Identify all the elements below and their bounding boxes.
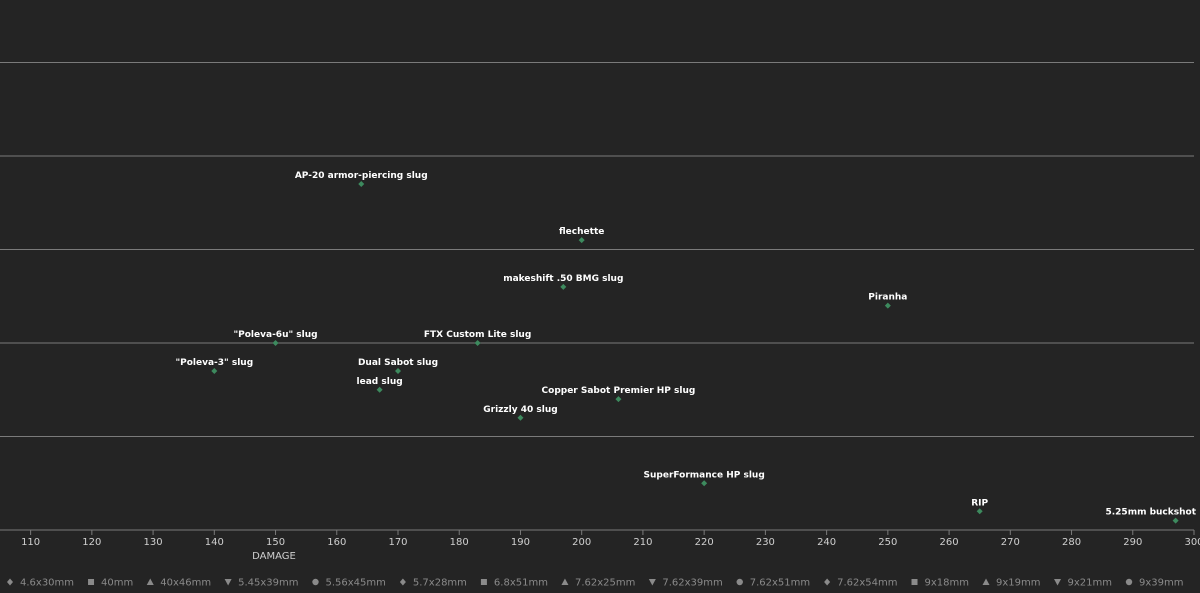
legend-label: 5.7x28mm [413, 578, 467, 589]
data-point-label: "Poleva-6u" slug [233, 330, 317, 340]
x-tick-label: 210 [633, 537, 652, 548]
legend-item[interactable]: 7.62x54mm [824, 578, 898, 589]
legend-item[interactable]: 40x46mm [146, 578, 211, 589]
x-tick-label: 140 [205, 537, 224, 548]
data-points: AP-20 armor-piercing slug flechette makesh… [175, 171, 1197, 524]
data-point-label: SuperFormance HP slug [644, 470, 765, 480]
x-tick-label: 150 [266, 537, 285, 548]
legend-marker-circle [312, 578, 319, 586]
data-point[interactable] [615, 396, 622, 403]
data-point-label: lead slug [357, 377, 403, 387]
x-tick-label: 190 [511, 537, 530, 548]
legend-item[interactable]: 5.56x45mm [312, 578, 386, 589]
legend-label: 9x19mm [996, 578, 1041, 589]
legend-marker-square [480, 579, 487, 585]
data-point[interactable] [701, 480, 708, 487]
legend-marker-square [88, 579, 95, 585]
data-point[interactable] [1172, 517, 1179, 524]
x-tick-label: 120 [82, 537, 101, 548]
x-tick-label: 240 [817, 537, 836, 548]
data-point-label: Copper Sabot Premier HP slug [542, 386, 696, 396]
data-point[interactable] [884, 302, 891, 309]
legend-item[interactable]: 7.62x39mm [648, 578, 723, 589]
legend-label: 7.62x51mm [750, 578, 810, 589]
legend-marker-triangle [982, 578, 990, 585]
legend-label: 4.6x30mm [20, 578, 74, 589]
data-point[interactable] [376, 386, 383, 393]
x-axis-title: DAMAGE [252, 551, 296, 562]
legend-marker-circle [1125, 578, 1133, 586]
legend-item[interactable]: 9x21mm [1054, 578, 1112, 589]
legend-item[interactable]: 40mm [88, 578, 133, 589]
legend-item[interactable]: 9x18mm [911, 578, 970, 589]
legend-item[interactable]: 5.45x39mm [224, 578, 299, 589]
legend-marker-circle [736, 578, 743, 586]
legend-marker-triangle-down [648, 579, 656, 586]
data-point-label: Dual Sabot slug [358, 358, 438, 368]
x-tick-label: 290 [1123, 537, 1142, 548]
legend-marker-diamond [7, 578, 13, 586]
x-tick-label: 300 [1184, 537, 1200, 548]
data-point-label: 5.25mm buckshot [1105, 508, 1196, 518]
data-point[interactable] [211, 368, 218, 375]
gridlines [0, 62, 1194, 437]
x-tick-label: 160 [327, 537, 346, 548]
x-tick-label: 280 [1062, 537, 1081, 548]
data-point-label: "Poleva-3" slug [175, 358, 253, 368]
data-point-label: makeshift .50 BMG slug [503, 274, 623, 284]
legend-label: 40mm [101, 578, 133, 589]
x-tick-label: 130 [144, 537, 163, 548]
legend-marker-triangle-down [224, 579, 232, 586]
legend-label: 6.8x51mm [494, 578, 548, 589]
legend-item[interactable]: 9x39mm [1125, 578, 1184, 589]
legend-item[interactable]: 7.62x51mm [736, 578, 811, 589]
legend-marker-diamond [399, 578, 406, 586]
data-point-label: AP-20 armor-piercing slug [295, 171, 428, 181]
legend-label: 9x39mm [1139, 578, 1184, 589]
data-point[interactable] [474, 340, 481, 346]
x-tick-label: 200 [572, 537, 591, 548]
legend-item[interactable]: 7.62x25mm [561, 578, 635, 589]
x-tick-label: 170 [388, 537, 407, 548]
legend-item[interactable]: 6.8x51mm [480, 578, 548, 589]
x-tick-label: 230 [756, 537, 775, 548]
legend-item[interactable]: 4.6x30mm [7, 578, 74, 589]
legend[interactable]: 4.6x30mm 40mm 40x46mm 5.45x39mm 5.56x45mm 5.7… [7, 578, 1184, 589]
legend-label: 9x18mm [925, 578, 970, 589]
legend-label: 9x21mm [1068, 578, 1113, 589]
legend-marker-triangle-down [1054, 579, 1062, 586]
data-point-label: flechette [559, 227, 604, 237]
legend-label: 7.62x54mm [837, 578, 897, 589]
x-tick-label: 270 [1001, 537, 1020, 548]
data-point[interactable] [560, 283, 567, 290]
data-point[interactable] [358, 181, 365, 188]
data-point[interactable] [517, 414, 524, 421]
legend-marker-diamond [824, 578, 831, 586]
data-point-label: FTX Custom Lite slug [424, 330, 531, 340]
x-tick-label: 260 [940, 537, 959, 548]
data-point[interactable] [976, 508, 983, 515]
legend-label: 5.45x39mm [238, 578, 298, 589]
legend-marker-square [911, 579, 918, 585]
x-tick-label: 180 [450, 537, 469, 548]
legend-marker-triangle [561, 578, 569, 585]
data-point[interactable] [578, 237, 585, 244]
legend-marker-triangle [146, 578, 154, 585]
legend-label: 5.56x45mm [326, 578, 386, 589]
data-point-label: RIP [971, 498, 988, 508]
legend-item[interactable]: 9x19mm [982, 578, 1041, 589]
x-tick-label: 110 [21, 537, 40, 548]
data-point[interactable] [395, 368, 401, 375]
data-point-label: Piranha [868, 293, 907, 303]
x-tick-label: 250 [878, 537, 897, 548]
x-tick-label: 220 [695, 537, 714, 548]
legend-label: 7.62x25mm [575, 578, 635, 589]
x-axis: 110 120 130 140 150 160 170 180 190 200 210 220 230 2… [0, 529, 1200, 548]
legend-label: 7.62x39mm [662, 578, 722, 589]
legend-item[interactable]: 5.7x28mm [399, 578, 467, 589]
legend-label: 40x46mm [160, 578, 211, 589]
data-point-label: Grizzly 40 slug [483, 405, 557, 415]
data-point[interactable] [272, 340, 279, 346]
